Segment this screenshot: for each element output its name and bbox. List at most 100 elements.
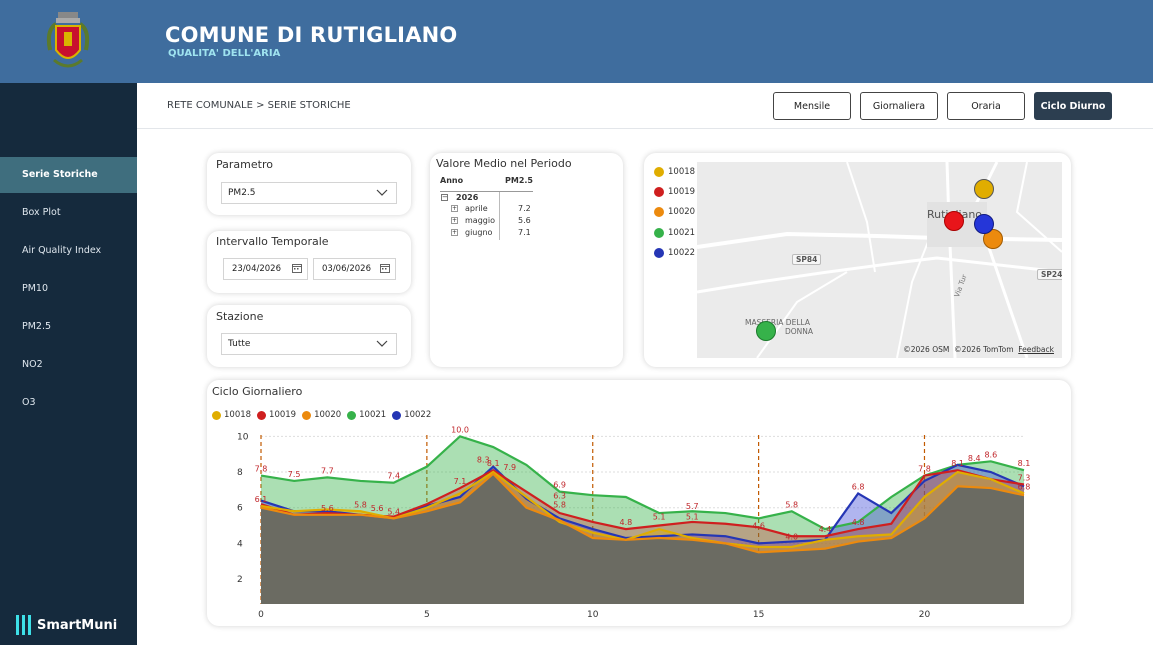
data-label: 7.8 bbox=[918, 465, 931, 474]
expand-icon[interactable]: + bbox=[451, 205, 458, 212]
valore-medio-card bbox=[430, 153, 623, 367]
legend-dot-icon bbox=[302, 410, 312, 420]
table-column-divider bbox=[499, 192, 500, 240]
legend-dot-icon bbox=[212, 410, 221, 420]
data-label: 4.0 bbox=[785, 532, 798, 541]
station-map[interactable]: Rutigliano SP84 SP240 MASSERIA DELLA DON… bbox=[697, 162, 1062, 358]
map-legend-10022: 10022 bbox=[654, 248, 695, 258]
legend-dot-icon bbox=[654, 207, 664, 217]
data-label: 8.3 bbox=[477, 456, 490, 465]
map-legend-10018: 10018 bbox=[654, 167, 695, 177]
feedback-link[interactable]: Feedback bbox=[1018, 345, 1054, 354]
data-label: 7.1 bbox=[454, 477, 467, 486]
x-tick-label: 15 bbox=[753, 610, 764, 620]
daily-cycle-chart[interactable]: 2 4 6 8 10 0 5 10 15 20 7.8 6.1 7.5 7.7 5.6 5.8 5.6 7.4 5.… bbox=[207, 425, 1071, 625]
giornaliera-button[interactable]: Giornaliera bbox=[860, 92, 938, 120]
stazione-select[interactable]: Tutte bbox=[221, 333, 397, 355]
table-header-param: PM2.5 bbox=[505, 176, 533, 185]
end-date-input[interactable]: 03/06/2026 bbox=[313, 258, 396, 280]
chart-legend-10021[interactable]: 10021 bbox=[347, 410, 386, 420]
y-tick-label: 8 bbox=[237, 468, 243, 478]
sidebar-item-no2[interactable]: NO2 bbox=[22, 359, 43, 370]
x-tick-label: 0 bbox=[258, 610, 264, 620]
data-label: 6.8 bbox=[1018, 482, 1031, 491]
x-tick-label: 10 bbox=[587, 610, 599, 620]
data-label: 6.3 bbox=[553, 491, 566, 500]
chevron-down-icon bbox=[376, 189, 388, 196]
month-label: giugno bbox=[465, 228, 493, 237]
sidebar-item-box-plot[interactable]: Box Plot bbox=[22, 207, 61, 218]
station-marker-10022[interactable] bbox=[974, 214, 994, 234]
station-marker-10021[interactable] bbox=[756, 321, 776, 341]
y-tick-label: 10 bbox=[237, 432, 249, 442]
parametro-value: PM2.5 bbox=[228, 188, 256, 198]
map-area-label: DONNA bbox=[785, 327, 814, 336]
station-marker-10018[interactable] bbox=[974, 179, 994, 199]
sidebar-item-o3[interactable]: O3 bbox=[22, 397, 36, 408]
calendar-icon[interactable] bbox=[292, 263, 302, 273]
month-value: 5.6 bbox=[518, 216, 531, 225]
app-header: COMUNE DI RUTIGLIANO QUALITA' DELL'ARIA bbox=[0, 0, 1153, 83]
sidebar-item-serie-storiche[interactable]: Serie Storiche bbox=[0, 157, 137, 193]
legend-dot-icon bbox=[654, 187, 664, 197]
data-label: 4.8 bbox=[852, 518, 865, 527]
data-label: 6.9 bbox=[553, 481, 566, 490]
data-label: 5.8 bbox=[553, 500, 566, 509]
ciclo-diurno-button[interactable]: Ciclo Diurno bbox=[1034, 92, 1112, 120]
data-label: 7.3 bbox=[1018, 474, 1031, 483]
legend-dot-icon bbox=[257, 410, 267, 420]
chart-legend-10022[interactable]: 10022 bbox=[392, 410, 431, 420]
y-tick-label: 6 bbox=[237, 504, 243, 514]
parametro-title: Parametro bbox=[216, 158, 273, 171]
municipal-crest-icon bbox=[46, 12, 90, 68]
legend-dot-icon bbox=[347, 410, 357, 420]
start-date-input[interactable]: 23/04/2026 bbox=[223, 258, 308, 280]
map-legend-10020: 10020 bbox=[654, 207, 695, 217]
month-value: 7.2 bbox=[518, 204, 531, 213]
oraria-button[interactable]: Oraria bbox=[947, 92, 1025, 120]
month-value: 7.1 bbox=[518, 228, 531, 237]
x-tick-label: 5 bbox=[424, 610, 430, 620]
data-label: 5.4 bbox=[387, 507, 400, 516]
station-marker-10019[interactable] bbox=[944, 211, 964, 231]
data-label: 8.1 bbox=[1018, 459, 1031, 468]
sidebar-item-pm25[interactable]: PM2.5 bbox=[22, 321, 52, 332]
data-label: 7.9 bbox=[503, 463, 516, 472]
data-label: 5.1 bbox=[653, 513, 666, 522]
station-marker-10020[interactable] bbox=[983, 229, 1003, 249]
intervallo-title: Intervallo Temporale bbox=[216, 235, 329, 248]
table-divider bbox=[440, 191, 533, 192]
mensile-button[interactable]: Mensile bbox=[773, 92, 851, 120]
legend-dot-icon bbox=[654, 248, 664, 258]
data-label: 7.8 bbox=[255, 465, 268, 474]
chart-title: Ciclo Giornaliero bbox=[212, 385, 303, 398]
x-tick-label: 20 bbox=[919, 610, 931, 620]
map-roads bbox=[697, 162, 1062, 358]
data-label: 5.8 bbox=[354, 500, 367, 509]
data-label: 7.7 bbox=[321, 466, 334, 475]
end-date-value: 03/06/2026 bbox=[322, 264, 371, 274]
chart-legend-10018[interactable]: 10018 bbox=[212, 410, 251, 420]
valore-medio-title: Valore Medio nel Periodo bbox=[436, 157, 572, 170]
sidebar-item-pm10[interactable]: PM10 bbox=[22, 283, 49, 294]
data-label: 6.1 bbox=[255, 495, 268, 504]
chart-legend-10020[interactable]: 10020 bbox=[302, 410, 341, 420]
collapse-icon[interactable]: − bbox=[441, 193, 448, 201]
chart-legend: 10018 10019 10020 10021 10022 bbox=[212, 410, 431, 420]
data-label: 5.6 bbox=[371, 504, 384, 513]
y-tick-label: 4 bbox=[237, 539, 243, 549]
calendar-icon[interactable] bbox=[380, 263, 390, 273]
data-label: 6.8 bbox=[852, 482, 865, 491]
chevron-down-icon bbox=[376, 340, 388, 347]
parametro-select[interactable]: PM2.5 bbox=[221, 182, 397, 204]
stazione-title: Stazione bbox=[216, 310, 264, 323]
data-label: 4.8 bbox=[620, 518, 633, 527]
data-label: 10.0 bbox=[451, 425, 469, 434]
map-area-label: MASSERIA DELLA bbox=[745, 318, 810, 327]
chart-legend-10019[interactable]: 10019 bbox=[257, 410, 296, 420]
expand-icon[interactable]: + bbox=[451, 217, 458, 224]
expand-icon[interactable]: + bbox=[451, 229, 458, 236]
y-tick-label: 2 bbox=[237, 575, 243, 585]
month-label: aprile bbox=[465, 204, 488, 213]
sidebar-item-air-quality-index[interactable]: Air Quality Index bbox=[22, 245, 102, 256]
